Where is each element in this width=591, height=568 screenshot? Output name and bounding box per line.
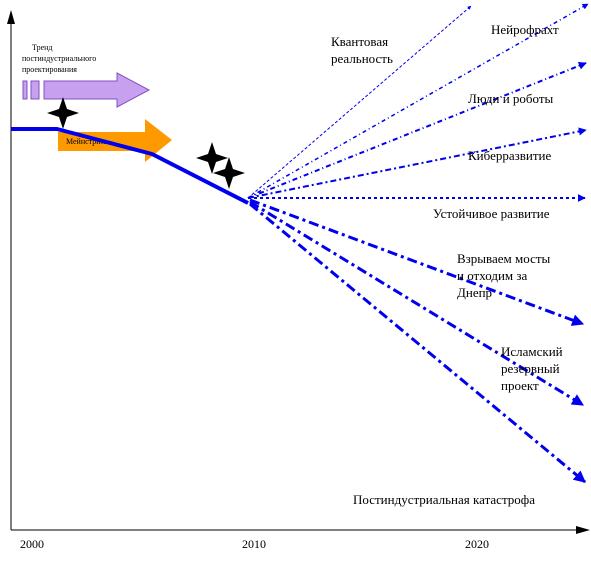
x-tick-2020: 2020 bbox=[465, 537, 489, 551]
trend-arrow-label: Тренд постиндустриального проектирования bbox=[22, 43, 98, 74]
trend-label-line-3: проектирования bbox=[22, 65, 77, 74]
scenario-label-quantum-line-2: реальность bbox=[331, 51, 393, 66]
scenario-line-quantum bbox=[247, 5, 472, 199]
x-tick-2010: 2010 bbox=[242, 537, 266, 551]
trend-arrow-body bbox=[43, 72, 151, 108]
scenario-line-islamic bbox=[249, 200, 585, 407]
scenario-label-bridges-line-3: Днепр bbox=[457, 285, 492, 300]
mainstream-arrow-body bbox=[58, 119, 172, 162]
scenario-label-bridges: Взрываем мосты и отходим за Днепр bbox=[457, 251, 554, 300]
scenario-label-quantum: Квантовая реальность bbox=[331, 34, 393, 66]
scenario-fan bbox=[247, 3, 589, 484]
x-tick-2000: 2000 bbox=[20, 537, 44, 551]
event-markers bbox=[47, 97, 245, 189]
scenario-labels: Квантовая реальность Нейрофрахт Люди и р… bbox=[331, 22, 566, 507]
event-star-icon bbox=[213, 157, 245, 189]
scenario-line-catastrophe bbox=[249, 202, 586, 484]
scenario-label-islamic-line-2: резервный bbox=[501, 361, 560, 376]
mainstream-arrow: Мейнстрим bbox=[58, 119, 172, 162]
scenario-label-people-robots: Люди и роботы bbox=[468, 91, 554, 106]
scenario-label-bridges-line-2: и отходим за bbox=[457, 268, 528, 283]
scenario-label-cyber: Киберразвитие bbox=[468, 148, 551, 163]
event-star-icon bbox=[196, 142, 228, 174]
scenario-label-catastrophe: Постиндустриальная катастрофа bbox=[353, 492, 535, 507]
trend-arrow-bar-1 bbox=[22, 80, 28, 100]
scenario-line-bridges bbox=[249, 198, 585, 326]
scenario-label-bridges-line-1: Взрываем мосты bbox=[457, 251, 551, 266]
trend-arrow: Тренд постиндустриального проектирования bbox=[22, 43, 151, 108]
scenario-label-islamic-line-1: Исламский bbox=[501, 344, 563, 359]
scenario-label-neurofreight: Нейрофрахт bbox=[491, 22, 559, 37]
event-star-icon bbox=[47, 97, 79, 129]
scenario-label-sustainable: Устойчивое развитие bbox=[433, 206, 550, 221]
mainstream-arrow-label: Мейнстрим bbox=[66, 137, 106, 146]
scenario-label-islamic: Исламский резервный проект bbox=[501, 344, 566, 393]
scenario-line-people-robots bbox=[247, 61, 587, 199]
trend-label-line-2: постиндустриального bbox=[22, 54, 96, 63]
trend-label-line-1: Тренд bbox=[32, 43, 52, 52]
y-axis-arrowhead bbox=[7, 10, 15, 24]
main-trajectory bbox=[11, 127, 249, 205]
scenario-label-islamic-line-3: проект bbox=[501, 378, 539, 393]
scenario-label-quantum-line-1: Квантовая bbox=[331, 34, 388, 49]
axes: 2000 2010 2020 bbox=[7, 10, 590, 551]
trend-arrow-bar-2 bbox=[30, 80, 40, 100]
scenario-line-cyber bbox=[247, 127, 587, 199]
x-axis-arrowhead bbox=[576, 526, 590, 534]
scenario-line-neurofreight bbox=[247, 3, 589, 199]
